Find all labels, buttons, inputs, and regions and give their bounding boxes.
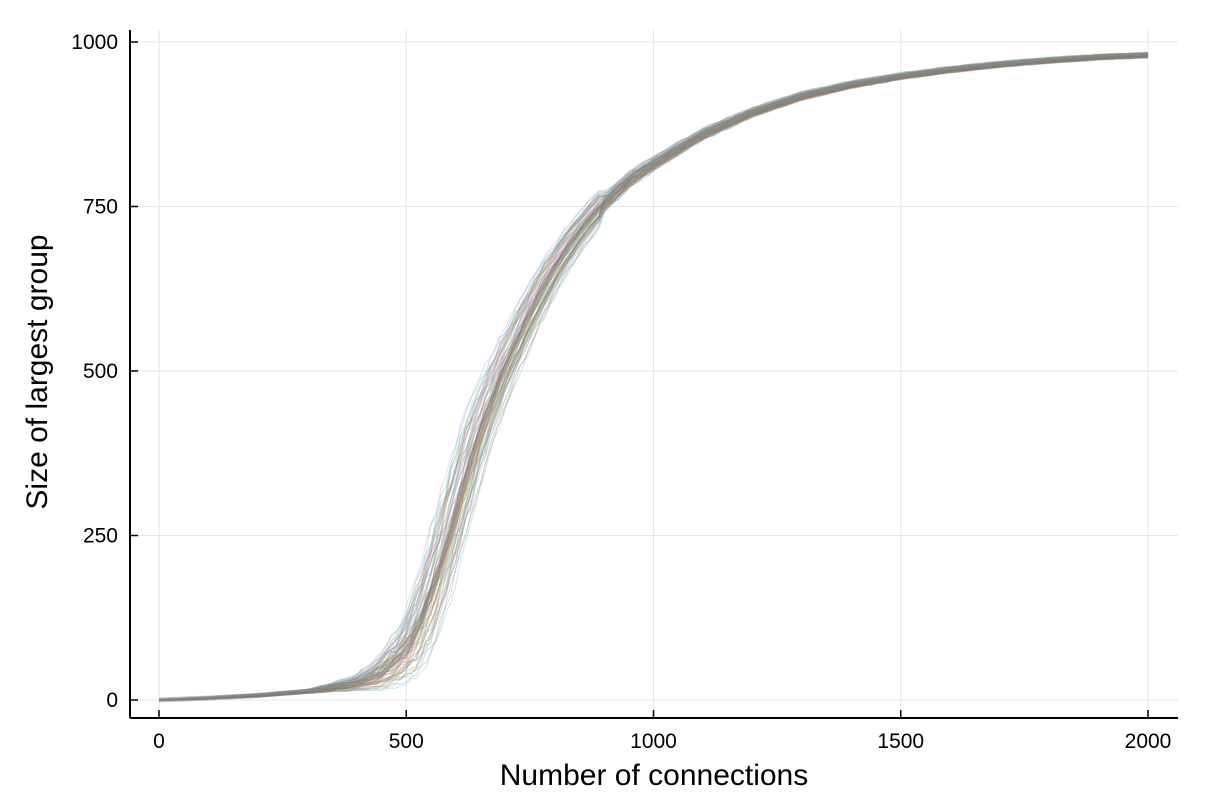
- trajectory-line: [158, 55, 1148, 701]
- trajectory-line: [158, 53, 1149, 701]
- trajectory-line: [158, 52, 1148, 700]
- trajectory-line: [158, 53, 1148, 701]
- trajectory-line: [159, 55, 1148, 701]
- trajectory-line: [159, 56, 1149, 701]
- trajectory-line: [159, 56, 1149, 701]
- trajectory-line: [159, 55, 1148, 701]
- trajectory-line: [159, 55, 1148, 701]
- trajectory-line: [159, 56, 1149, 701]
- trajectory-line: [158, 52, 1149, 700]
- y-axis-title: Size of largest group: [21, 234, 54, 509]
- trajectory-line: [158, 54, 1149, 701]
- trajectory-line: [158, 52, 1148, 700]
- x-tick-label: 2000: [1125, 730, 1172, 753]
- trajectory-line: [159, 56, 1149, 701]
- trajectory-line: [159, 56, 1148, 701]
- trajectory-line: [158, 54, 1148, 701]
- trajectory-line: [159, 56, 1149, 701]
- trajectory-line: [159, 55, 1148, 701]
- trajectory-line: [158, 53, 1148, 701]
- trajectory-line: [159, 55, 1148, 701]
- trajectory-line: [158, 53, 1148, 701]
- grid-lines: [130, 30, 1178, 718]
- trajectory-line: [158, 52, 1149, 701]
- trajectory-line: [158, 52, 1148, 701]
- trajectory-line: [158, 53, 1148, 701]
- trajectory-line: [158, 53, 1148, 701]
- x-tick-label: 1500: [877, 730, 924, 753]
- y-tick-label: 1000: [71, 31, 118, 54]
- trajectory-line: [158, 52, 1148, 700]
- trajectory-line: [158, 51, 1149, 700]
- trajectory-line: [158, 53, 1148, 701]
- y-tick-label: 250: [83, 525, 118, 548]
- y-tick-label: 0: [106, 689, 118, 712]
- y-tick-label: 750: [83, 196, 118, 219]
- trajectory-line: [159, 56, 1148, 701]
- trajectory-line: [159, 57, 1148, 701]
- x-axis-title: Number of connections: [500, 759, 809, 792]
- trajectory-line: [158, 54, 1149, 701]
- trajectory-line: [158, 54, 1149, 701]
- trajectory-line: [159, 55, 1149, 701]
- mean-band-line: [158, 52, 1149, 703]
- trajectory-line: [159, 56, 1148, 701]
- trajectory-line: [158, 54, 1148, 701]
- trajectory-line: [158, 53, 1148, 701]
- trajectory-line: [158, 52, 1149, 701]
- trajectory-line: [158, 53, 1149, 701]
- trajectory-line: [158, 53, 1148, 701]
- trajectory-line: [158, 54, 1148, 701]
- trajectory-line: [158, 53, 1148, 701]
- trajectory-line: [159, 56, 1148, 701]
- trajectory-line: [158, 51, 1149, 700]
- trajectory-line: [159, 55, 1148, 701]
- y-tick-label: 500: [83, 360, 118, 383]
- trajectory-line: [158, 52, 1148, 701]
- trajectory-line: [158, 54, 1149, 701]
- trajectory-line: [158, 53, 1148, 701]
- trajectory-line: [158, 55, 1148, 701]
- trajectory-line: [158, 52, 1148, 700]
- trajectory-line: [158, 54, 1149, 701]
- trajectory-line: [158, 52, 1149, 700]
- trajectory-line: [159, 56, 1148, 701]
- x-tick-label: 0: [153, 730, 165, 753]
- trajectory-line: [159, 55, 1149, 701]
- trajectory-line: [159, 53, 1148, 701]
- trajectory-line: [159, 56, 1148, 701]
- x-tick-label: 1000: [630, 730, 677, 753]
- trajectory-line: [158, 52, 1149, 701]
- trajectory-line: [159, 57, 1149, 701]
- trajectory-line: [158, 53, 1149, 701]
- x-tick-label: 500: [389, 730, 424, 753]
- trajectory-lines: [158, 51, 1149, 703]
- trajectory-line: [158, 52, 1148, 701]
- trajectory-line: [159, 55, 1148, 701]
- tick-marks: 0 500 1000 1500 2000 0 250 500 750 1000: [71, 31, 1171, 753]
